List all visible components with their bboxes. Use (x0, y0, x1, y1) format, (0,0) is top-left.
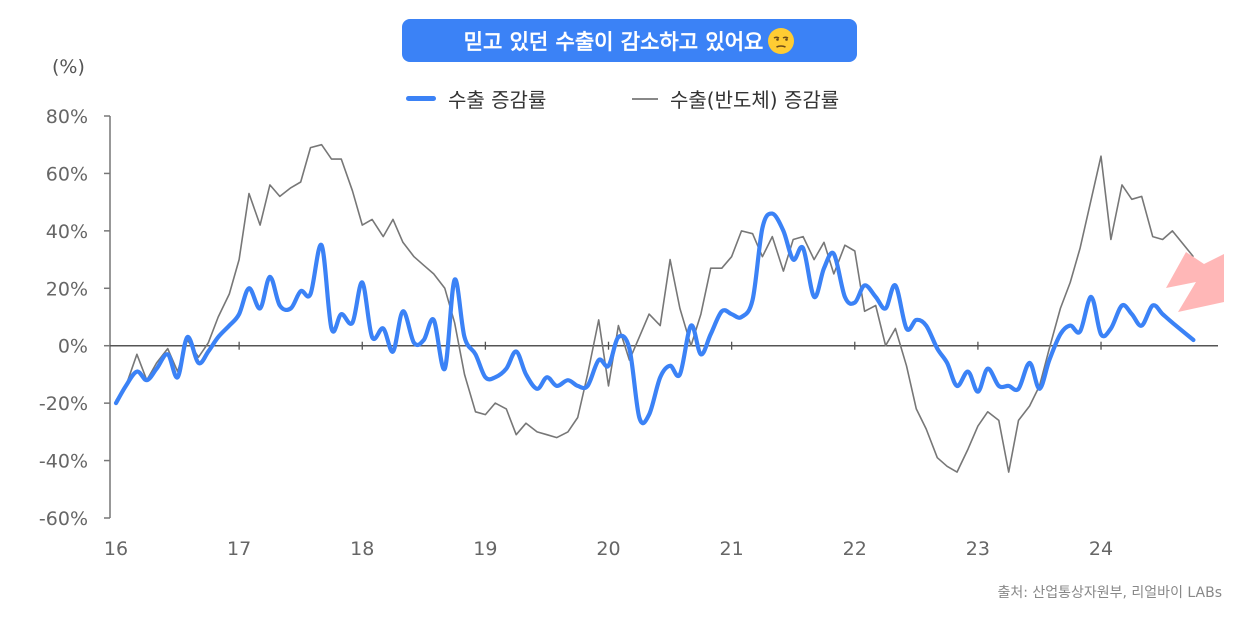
legend-swatch-semi (632, 97, 658, 100)
series-line-semiconductor (115, 143, 1195, 473)
y-tick-label: 0% (58, 336, 88, 358)
x-tick-label: 22 (843, 538, 867, 560)
y-tick-label: 40% (46, 221, 88, 243)
legend-item-semi: 수출(반도체) 증감률 (632, 84, 839, 113)
legend-item-main: 수출 증감률 (406, 84, 546, 113)
chart-title: 믿고 있던 수출이 감소하고 있어요 (402, 19, 857, 62)
x-tick-label: 21 (720, 538, 744, 560)
legend-label-main: 수출 증감률 (448, 88, 547, 112)
annotation-layer (1166, 252, 1224, 312)
x-tick-label: 18 (350, 538, 374, 560)
unit-label: (%) (52, 56, 85, 78)
axes: 80% 60% 40% 20% 0% -20% -40% -60% 16 17 18 19 20 21 22… (39, 106, 1218, 560)
x-tick-label: 17 (227, 538, 251, 560)
y-tick-label: 60% (46, 163, 88, 185)
series-layer (113, 143, 1196, 473)
title-text: 믿고 있던 수출이 감소하고 있어요 (463, 29, 764, 54)
y-tick-label: -60% (39, 508, 88, 530)
x-tick-label: 20 (596, 538, 620, 560)
y-tick-label: 20% (46, 278, 88, 300)
y-tick-label: 80% (46, 106, 88, 128)
legend-swatch-main (406, 96, 436, 101)
legend-label-semi: 수출(반도체) 증감률 (670, 88, 840, 112)
x-tick-label: 24 (1089, 538, 1113, 560)
y-tick-label: -40% (39, 451, 88, 473)
x-tick-label: 16 (104, 538, 128, 560)
down-arrow-icon (1166, 252, 1224, 312)
x-tick-label: 23 (966, 538, 990, 560)
series-line-exports (113, 211, 1196, 426)
y-tick-label: -20% (39, 393, 88, 415)
unamused-face-icon (768, 27, 795, 54)
x-tick-label: 19 (473, 538, 497, 560)
source-note: 출처: 산업통상자원부, 리얼바이 LABs (997, 585, 1222, 601)
